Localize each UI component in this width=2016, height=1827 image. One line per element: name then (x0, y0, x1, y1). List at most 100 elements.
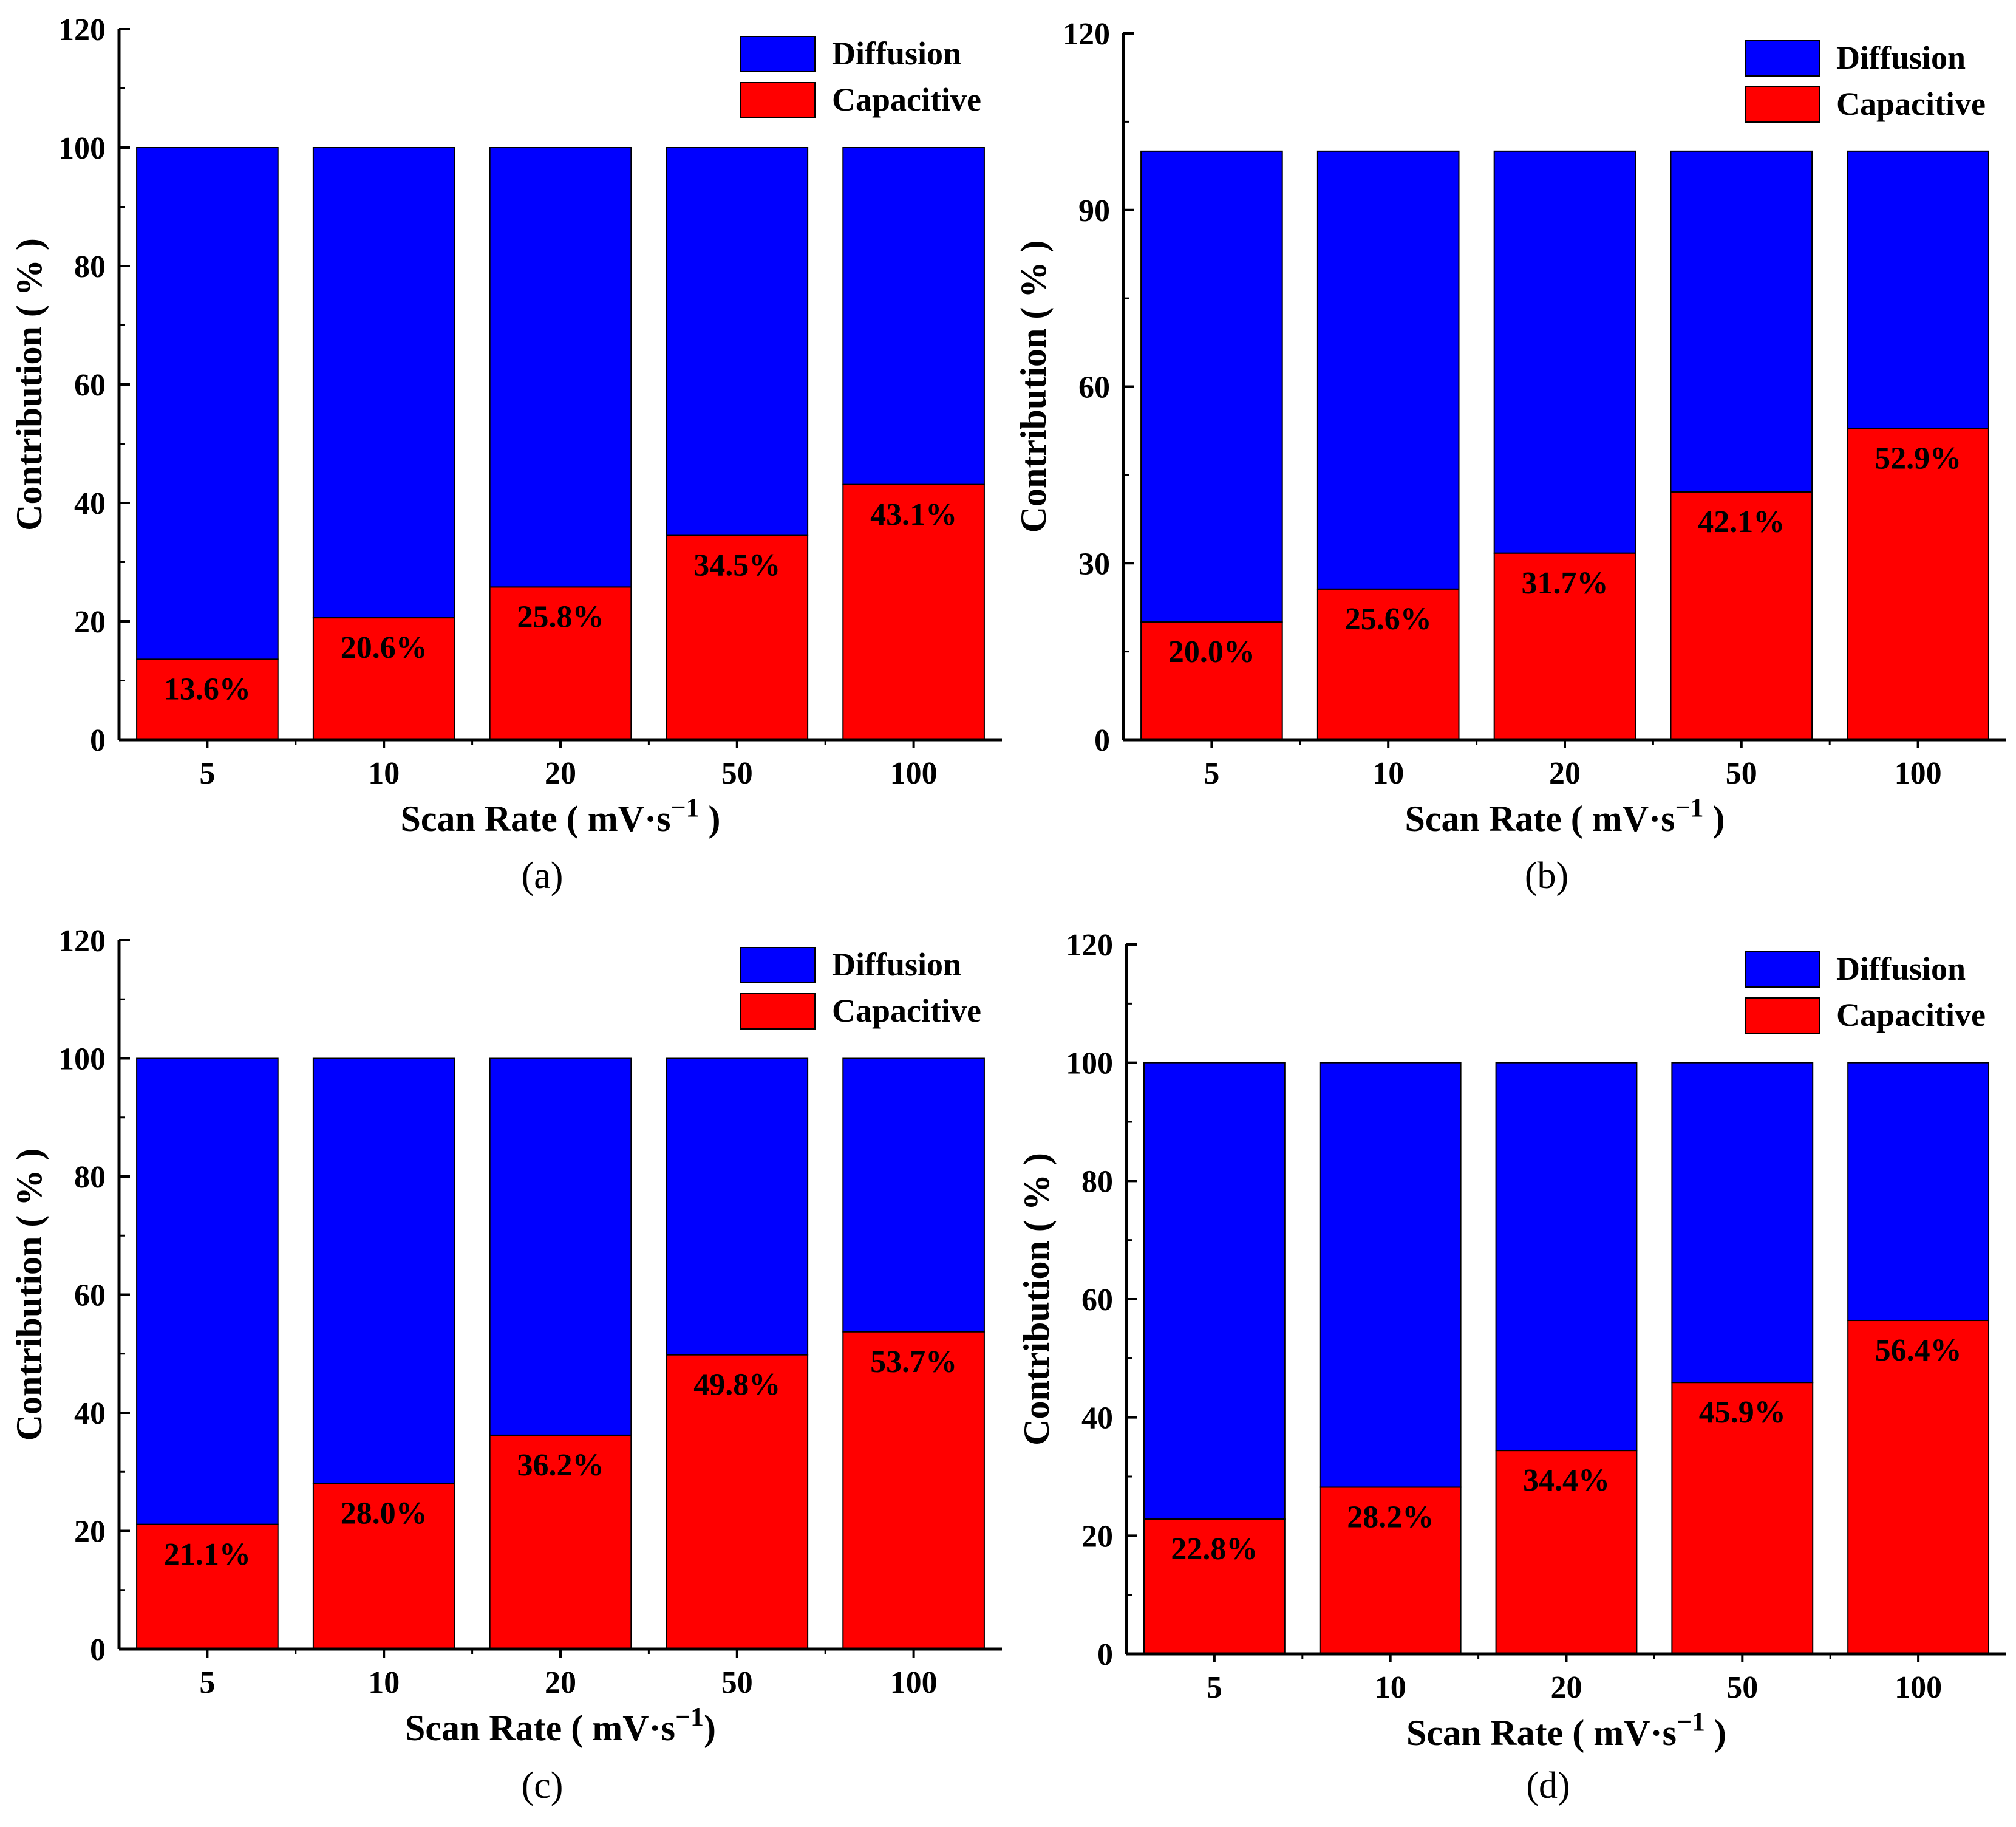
chart-1-y-tick-label-1: 30 (1078, 547, 1110, 581)
chart-1-legend-label-capacitive: Capacitive (1836, 86, 1986, 122)
chart-0-legend-swatch-capacitive (740, 82, 816, 118)
chart-3-bar-diffusion-3 (1671, 1062, 1814, 1384)
chart-0-bar-diffusion-2 (489, 147, 632, 588)
chart-1-x-axis-title-main: Scan Rate ( mV·s (1405, 799, 1675, 839)
chart-2-y-tick-label-4: 80 (74, 1160, 106, 1195)
chart-1-y-axis-title: Contribution ( % ) (1013, 241, 1054, 533)
chart-1-x-tick-label-3: 50 (1726, 756, 1757, 791)
chart-2-legend-swatch-diffusion (740, 947, 816, 983)
chart-3-y-tick-label-3: 60 (1081, 1283, 1113, 1317)
chart-0-y-tick-label-6: 120 (58, 13, 106, 47)
chart-2-legend-label-diffusion: Diffusion (832, 946, 961, 983)
chart-2-y-tick-label-1: 20 (74, 1515, 106, 1549)
chart-0-x-tick-label-3: 50 (721, 756, 753, 791)
chart-3-legend-label-capacitive: Capacitive (1836, 997, 1986, 1033)
chart-0-x-tick-label-0: 5 (199, 756, 215, 791)
chart-2-data-label-1: 28.0% (341, 1497, 427, 1531)
chart-3-bar-capacitive-4 (1847, 1320, 1990, 1655)
chart-2-bar-diffusion-2 (489, 1057, 632, 1436)
chart-1-bar-capacitive-2 (1493, 552, 1636, 740)
chart-1-bar-diffusion-1 (1316, 150, 1460, 590)
chart-2-x-axis-title-main: Scan Rate ( mV·s (405, 1708, 675, 1748)
chart-2-y-tick-label-0: 0 (90, 1633, 106, 1667)
chart-0-data-label-1: 20.6% (341, 630, 427, 665)
chart-0-bar-diffusion-4 (842, 147, 985, 485)
chart-3-x-tick-label-1: 10 (1375, 1670, 1406, 1705)
chart-0-x-tick-label-1: 10 (368, 756, 400, 791)
chart-1-bar-diffusion-0 (1140, 150, 1283, 623)
chart-0-x-tick-label-2: 20 (545, 756, 576, 791)
chart-2-x-tick-label-0: 5 (199, 1665, 215, 1700)
chart-0-bar-diffusion-1 (312, 147, 455, 619)
chart-0-x-axis-title-end: ) (700, 799, 721, 839)
chart-2-bar-diffusion-3 (666, 1057, 809, 1356)
chart-1-data-label-1: 25.6% (1345, 602, 1432, 637)
chart-1-y-tick-label-2: 60 (1078, 371, 1110, 405)
chart-1-data-label-2: 31.7% (1522, 566, 1609, 601)
chart-2-legend-swatch-capacitive (740, 993, 816, 1030)
chart-0-y-tick-label-3: 60 (74, 368, 106, 403)
chart-3-panel-caption: (d) (1526, 1765, 1570, 1806)
chart-3-legend-swatch-diffusion (1745, 951, 1820, 988)
chart-3-legend-label-diffusion: Diffusion (1836, 951, 1966, 987)
chart-3-data-label-4: 56.4% (1875, 1333, 1962, 1368)
chart-0-panel-caption: (a) (522, 855, 564, 896)
chart-0-y-tick-label-4: 80 (74, 250, 106, 284)
chart-1-y-tick-label-0: 0 (1094, 723, 1110, 758)
chart-0-legend-label-capacitive: Capacitive (832, 81, 981, 118)
chart-2-x-tick-label-4: 100 (890, 1665, 938, 1700)
chart-1-x-tick-label-4: 100 (1895, 756, 1942, 791)
chart-2-x-tick-label-2: 20 (545, 1665, 576, 1700)
chart-0-data-label-4: 43.1% (870, 497, 957, 532)
chart-3-x-tick-label-3: 50 (1726, 1670, 1758, 1705)
chart-2-data-label-3: 49.8% (693, 1368, 780, 1402)
chart-1-bar-capacitive-4 (1847, 428, 1989, 740)
chart-3-bar-capacitive-0 (1143, 1518, 1286, 1655)
chart-1-data-label-3: 42.1% (1698, 505, 1785, 539)
chart-3-y-axis-title: Contribution ( % ) (1017, 1153, 1057, 1446)
chart-2-data-label-4: 53.7% (870, 1345, 957, 1379)
chart-3-bar-diffusion-1 (1319, 1062, 1462, 1488)
chart-1-y-tick-label-4: 120 (1063, 17, 1110, 52)
chart-3-data-label-1: 28.2% (1347, 1500, 1434, 1535)
chart-1-bar-capacitive-1 (1316, 588, 1460, 740)
chart-1-legend-swatch-diffusion (1745, 40, 1820, 77)
chart-0-data-label-2: 25.8% (517, 599, 604, 634)
chart-1-legend-swatch-capacitive (1745, 86, 1820, 123)
chart-2-x-tick-label-1: 10 (368, 1665, 400, 1700)
chart-3-data-label-0: 22.8% (1171, 1532, 1258, 1566)
chart-0-bar-capacitive-3 (666, 534, 809, 740)
chart-3-bar-capacitive-3 (1671, 1382, 1814, 1655)
chart-2-x-axis-title-sup: −1 (675, 1702, 704, 1732)
chart-2-panel-caption: (c) (522, 1765, 564, 1806)
chart-0: 13.6% 20.6% 25.8% 34.5% 43.1% 0 20 40 60 80 100 120… (9, 13, 1002, 896)
chart-3-bar-capacitive-2 (1495, 1450, 1638, 1655)
chart-0-data-label-0: 13.6% (164, 672, 251, 706)
chart-0-x-axis-title-sup: −1 (670, 793, 699, 822)
chart-0-legend-label-diffusion: Diffusion (832, 35, 961, 72)
chart-2-data-label-2: 36.2% (517, 1448, 604, 1483)
chart-1-bar-diffusion-4 (1847, 150, 1989, 429)
chart-3-x-axis-title: Scan Rate ( mV·s−1 ) (1406, 1707, 1726, 1753)
chart-3-y-tick-label-6: 120 (1066, 928, 1113, 963)
chart-0-bar-diffusion-3 (666, 147, 809, 536)
chart-1-x-tick-label-1: 10 (1372, 756, 1404, 791)
chart-3-bar-diffusion-4 (1847, 1062, 1990, 1322)
chart-3-x-axis-title-main: Scan Rate ( mV·s (1406, 1713, 1677, 1753)
chart-3-y-tick-label-4: 80 (1081, 1164, 1113, 1199)
chart-3-x-tick-label-0: 5 (1207, 1670, 1222, 1705)
chart-2-bar-capacitive-2 (489, 1434, 632, 1650)
chart-3-x-axis-title-end: ) (1705, 1713, 1726, 1753)
chart-0-y-tick-label-1: 20 (74, 605, 106, 640)
chart-3-y-tick-label-0: 0 (1097, 1637, 1113, 1672)
chart-0-x-axis-title: Scan Rate ( mV·s−1 ) (400, 793, 720, 839)
chart-0-x-axis-title-main: Scan Rate ( mV·s (400, 799, 670, 839)
chart-3-bar-diffusion-2 (1495, 1062, 1638, 1452)
chart-2-legend-label-capacitive: Capacitive (832, 992, 981, 1029)
chart-3-y-tick-label-5: 100 (1066, 1047, 1113, 1081)
chart-1-panel-caption: (b) (1525, 855, 1568, 896)
chart-2-bar-diffusion-1 (312, 1057, 455, 1484)
chart-1-bar-diffusion-3 (1670, 150, 1813, 493)
chart-3-bar-capacitive-1 (1319, 1486, 1462, 1655)
chart-2-y-tick-label-5: 100 (58, 1042, 106, 1077)
